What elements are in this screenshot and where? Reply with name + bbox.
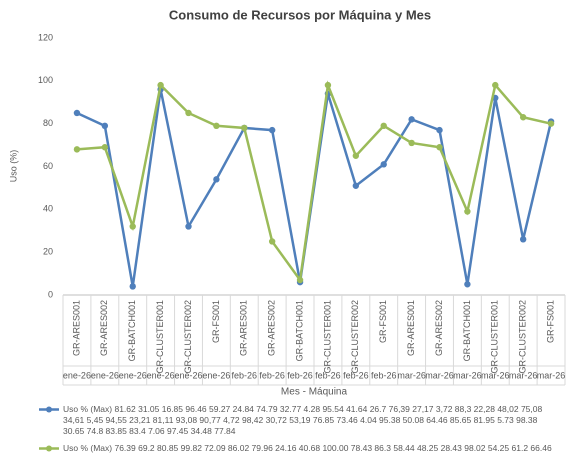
x-tick-label: GR-ARES002 <box>267 300 277 356</box>
data-point <box>268 238 276 245</box>
legend-label: Uso % (Max) 76.39 69.2 80.85 99.82 72.09… <box>63 443 552 453</box>
legend-label: Uso % (Max) 81.62 31.05 16.85 96.46 59.2… <box>63 404 543 436</box>
data-point <box>241 124 248 132</box>
data-point <box>519 236 527 243</box>
x-tick-label: GR-ARES001 <box>71 300 81 356</box>
x-tick-label: GR-BATCH001 <box>294 300 304 361</box>
legend-marker <box>46 445 52 452</box>
chart: Consumo de Recursos por Máquina y Mes Us… <box>8 7 566 398</box>
x-group-label: feb-26 <box>287 370 313 380</box>
x-group-label: feb-26 <box>232 370 258 380</box>
data-point <box>213 122 220 130</box>
data-point <box>324 81 332 89</box>
data-point <box>380 161 387 168</box>
x-group-label: feb-26 <box>315 370 341 380</box>
y-axis-label: Uso (%) <box>8 150 18 183</box>
x-group-label: feb-26 <box>259 370 285 380</box>
x-group-label: ene-26 <box>63 370 91 380</box>
legend-icon <box>39 445 59 452</box>
data-point <box>547 120 555 127</box>
y-tick-label: 20 <box>43 247 53 257</box>
y-tick-label: 120 <box>38 32 53 42</box>
data-point <box>129 223 136 230</box>
x-group-label: mar-26 <box>453 370 482 380</box>
x-tick-label: GR-ARES001 <box>239 300 249 356</box>
data-point <box>464 208 471 215</box>
data-point <box>268 126 276 134</box>
y-tick-label: 60 <box>43 161 53 171</box>
x-group-label: mar-26 <box>425 370 454 380</box>
data-point <box>464 281 471 288</box>
x-group-label: ene-26 <box>174 370 202 380</box>
legend-icon <box>39 406 59 413</box>
data-point <box>101 122 109 130</box>
x-group-label: ene-26 <box>119 370 147 380</box>
data-point <box>408 139 415 147</box>
x-tick-label: GR-FS001 <box>378 300 388 343</box>
data-point <box>73 146 81 153</box>
data-point <box>129 283 136 290</box>
x-tick-label: GR-CLUSTER001 <box>490 300 500 374</box>
legend: Uso % (Max) 81.62 31.05 16.85 96.46 59.2… <box>38 404 558 457</box>
y-tick-label: 100 <box>38 75 53 85</box>
data-point <box>408 116 415 123</box>
data-point <box>157 81 164 89</box>
y-tick-label: 40 <box>43 204 53 214</box>
data-point <box>436 144 443 151</box>
x-tick-label: GR-FS001 <box>211 300 221 343</box>
data-point <box>352 182 360 189</box>
data-point <box>185 109 192 117</box>
data-point <box>352 152 360 159</box>
x-tick-label: GR-FS001 <box>545 300 555 343</box>
x-tick-label: GR-CLUSTER002 <box>350 300 360 374</box>
x-tick-label: GR-ARES002 <box>434 300 444 356</box>
x-group-label: mar-26 <box>509 370 538 380</box>
legend-marker <box>46 406 52 413</box>
x-tick-label: GR-ARES002 <box>99 300 109 356</box>
legend-entry: Uso % (Max) 76.39 69.2 80.85 99.82 72.09… <box>38 443 558 454</box>
x-group-label: ene-26 <box>202 370 230 380</box>
series-line <box>76 80 552 284</box>
x-tick-label: GR-CLUSTER002 <box>183 300 193 374</box>
x-group-label: ene-26 <box>91 370 119 380</box>
x-tick-label: GR-BATCH001 <box>127 300 137 361</box>
data-point <box>380 122 387 130</box>
x-group-label: ene-26 <box>147 370 175 380</box>
data-point <box>519 114 527 121</box>
x-tick-label: GR-ARES001 <box>406 300 416 356</box>
data-point <box>185 223 192 230</box>
x-tick-label: GR-BATCH001 <box>462 300 472 361</box>
y-tick-label: 80 <box>43 118 53 128</box>
data-point <box>101 144 109 151</box>
data-point <box>492 81 499 89</box>
x-tick-label: GR-CLUSTER001 <box>155 300 165 374</box>
x-group-label: mar-26 <box>481 370 510 380</box>
x-group-label: feb-26 <box>343 370 369 380</box>
data-point <box>213 176 220 183</box>
x-axis-label: Mes - Máquina <box>281 387 348 398</box>
data-point <box>73 109 81 117</box>
y-tick-label: 0 <box>48 289 53 299</box>
legend-entry: Uso % (Max) 81.62 31.05 16.85 96.46 59.2… <box>38 404 558 437</box>
x-group-label: mar-26 <box>397 370 426 380</box>
data-point <box>296 276 304 284</box>
x-tick-label: GR-CLUSTER002 <box>518 300 528 374</box>
chart-title: Consumo de Recursos por Máquina y Mes <box>169 7 431 22</box>
x-group-label: mar-26 <box>537 370 566 380</box>
data-point <box>436 126 443 134</box>
x-tick-label: GR-CLUSTER001 <box>322 300 332 374</box>
x-group-label: feb-26 <box>371 370 397 380</box>
